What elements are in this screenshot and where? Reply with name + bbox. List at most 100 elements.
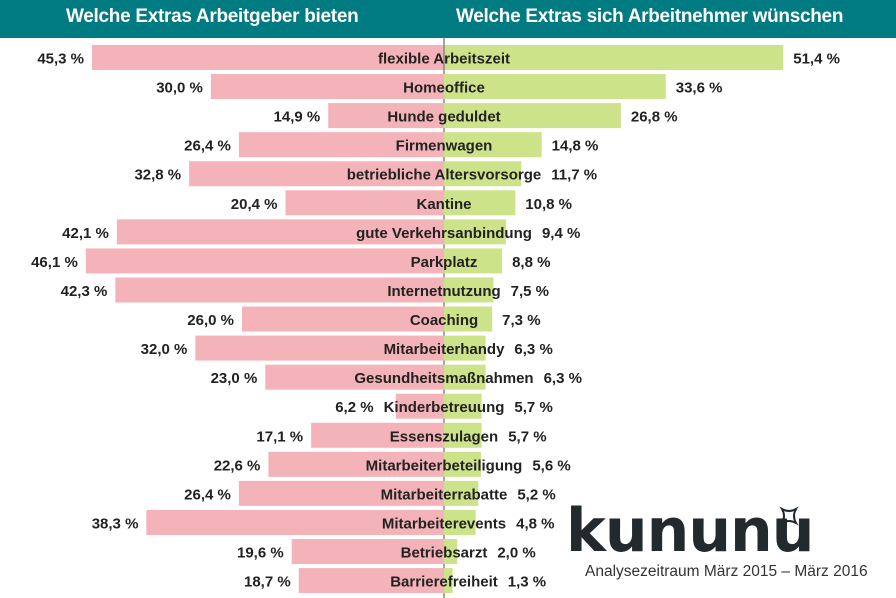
value-label-left: 26,4 % bbox=[184, 486, 231, 503]
bar-right bbox=[444, 103, 621, 129]
bar-right bbox=[444, 45, 784, 70]
analysis-period: Analysezeitraum März 2015 – März 2016 bbox=[585, 563, 868, 580]
bar-left bbox=[115, 277, 444, 303]
bar-right bbox=[444, 335, 486, 361]
category-label: flexible Arbeitszeit bbox=[378, 51, 510, 68]
value-label-right: 33,6 % bbox=[676, 80, 723, 97]
category-label: Mitarbeiterrabatte bbox=[381, 486, 508, 503]
bar-right bbox=[444, 74, 666, 100]
bar-left bbox=[285, 190, 444, 216]
bar-right bbox=[444, 248, 503, 274]
bar-right bbox=[444, 306, 493, 332]
value-label-left: 17,1 % bbox=[256, 428, 303, 445]
bar-left bbox=[298, 568, 444, 594]
category-label: Mitarbeiterhandy bbox=[384, 341, 506, 358]
bar-right bbox=[444, 219, 507, 245]
value-label-right: 7,3 % bbox=[502, 312, 540, 329]
value-label-left: 32,0 % bbox=[141, 341, 188, 358]
bar-left bbox=[268, 451, 444, 477]
bar-left bbox=[85, 248, 444, 274]
value-label-left: 14,9 % bbox=[274, 109, 321, 126]
bar-right bbox=[444, 568, 453, 594]
category-label: Firmenwagen bbox=[396, 138, 493, 155]
bar-right bbox=[444, 422, 482, 448]
value-label-left: 23,0 % bbox=[211, 370, 258, 387]
value-label-right: 10,8 % bbox=[525, 196, 572, 213]
value-label-right: 6,3 % bbox=[514, 341, 552, 358]
bar-right bbox=[444, 190, 516, 216]
bar-left bbox=[291, 539, 444, 565]
value-label-right: 7,5 % bbox=[511, 283, 549, 300]
category-label: Essenszulagen bbox=[390, 428, 498, 445]
bar-right bbox=[444, 509, 476, 535]
bar-left bbox=[189, 161, 444, 187]
value-label-left: 42,3 % bbox=[61, 283, 108, 300]
value-label-left: 42,1 % bbox=[62, 225, 109, 242]
category-label: Gesundheitsmaßnahmen bbox=[354, 370, 533, 387]
bar-left bbox=[146, 509, 444, 535]
category-label: Coaching bbox=[410, 312, 478, 329]
value-label-right: 4,8 % bbox=[516, 515, 554, 532]
value-label-right: 2,0 % bbox=[497, 545, 535, 562]
bar-right bbox=[444, 393, 482, 419]
bar-left bbox=[210, 74, 444, 100]
value-label-right: 26,8 % bbox=[631, 109, 678, 126]
value-label-left: 19,6 % bbox=[237, 545, 284, 562]
value-label-left: 32,8 % bbox=[134, 167, 181, 184]
value-label-right: 8,8 % bbox=[512, 254, 550, 271]
bar-right bbox=[444, 364, 486, 390]
chart-header: Welche Extras Arbeitgeber bieten Welche … bbox=[0, 0, 896, 38]
bar-left bbox=[395, 393, 444, 419]
bar-right bbox=[444, 451, 481, 477]
value-label-left: 46,1 % bbox=[31, 254, 78, 271]
category-label: gute Verkehrsanbindung bbox=[356, 225, 532, 242]
bar-left bbox=[92, 45, 445, 70]
value-label-right: 6,3 % bbox=[544, 370, 582, 387]
category-label: betriebliche Altersvorsorge bbox=[347, 167, 542, 184]
value-label-right: 5,6 % bbox=[532, 457, 570, 474]
bar-right bbox=[444, 132, 542, 158]
bar-left bbox=[311, 422, 444, 448]
bar-right bbox=[444, 277, 494, 303]
bar-left bbox=[328, 103, 444, 129]
category-label: Internetnutzung bbox=[387, 283, 500, 300]
category-label: Barrierefreiheit bbox=[390, 574, 498, 591]
right-title: Welche Extras sich Arbeitnehmer wünschen bbox=[456, 6, 844, 27]
value-label-right: 5,2 % bbox=[517, 486, 555, 503]
value-label-left: 6,2 % bbox=[335, 399, 373, 416]
category-label: Mitarbeiterevents bbox=[382, 515, 506, 532]
bar-left bbox=[265, 364, 444, 390]
category-label: Kantine bbox=[416, 196, 471, 213]
value-label-left: 45,3 % bbox=[37, 51, 84, 68]
category-label: Mitarbeiterbeteiligung bbox=[366, 457, 523, 474]
category-label: Parkplatz bbox=[411, 254, 478, 271]
category-label: Homeoffice bbox=[403, 80, 485, 97]
bar-left bbox=[116, 219, 445, 245]
bar-left bbox=[238, 480, 444, 506]
value-label-left: 30,0 % bbox=[156, 80, 203, 97]
value-label-left: 20,4 % bbox=[231, 196, 278, 213]
bar-right bbox=[444, 480, 479, 506]
category-label: Kinderbetreuung bbox=[384, 399, 505, 416]
brand-block: kununu Analysezeitraum März 2015 – März … bbox=[566, 496, 886, 581]
value-label-right: 5,7 % bbox=[508, 428, 546, 445]
value-label-right: 11,7 % bbox=[551, 167, 597, 184]
bar-right bbox=[444, 539, 458, 565]
value-label-right: 1,3 % bbox=[508, 574, 546, 591]
bar-left bbox=[238, 132, 444, 158]
value-label-right: 5,7 % bbox=[514, 399, 552, 416]
kununu-logo: kununu bbox=[566, 496, 814, 566]
bar-right bbox=[444, 161, 522, 187]
value-label-right: 51,4 % bbox=[793, 51, 840, 68]
bar-left bbox=[241, 306, 444, 332]
value-label-left: 26,0 % bbox=[187, 312, 234, 329]
bar-left bbox=[195, 335, 444, 361]
value-label-left: 18,7 % bbox=[244, 574, 291, 591]
value-label-left: 38,3 % bbox=[92, 515, 139, 532]
value-label-left: 22,6 % bbox=[214, 457, 261, 474]
value-label-left: 26,4 % bbox=[184, 138, 231, 155]
category-label: Hunde geduldet bbox=[387, 109, 500, 126]
kununu-mark-icon bbox=[779, 506, 799, 526]
value-label-right: 9,4 % bbox=[542, 225, 580, 242]
